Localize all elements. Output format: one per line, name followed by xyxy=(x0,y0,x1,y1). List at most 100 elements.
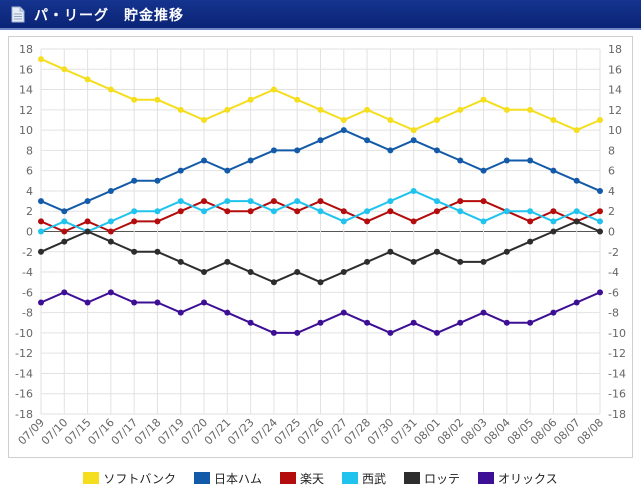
y-tick-label-right: 4 xyxy=(608,185,615,198)
y-tick-label-left: 6 xyxy=(26,165,33,178)
data-point xyxy=(247,198,254,205)
data-point xyxy=(270,86,277,93)
y-tick-label-right: 16 xyxy=(608,63,622,76)
data-point xyxy=(550,309,557,316)
data-point xyxy=(597,187,603,194)
data-point xyxy=(247,157,254,164)
data-point xyxy=(270,198,277,205)
legend-label: 西武 xyxy=(361,472,386,486)
data-point xyxy=(527,319,534,326)
data-point xyxy=(480,258,487,265)
y-tick-label-left: 14 xyxy=(19,84,33,97)
legend-item[interactable]: オリックス xyxy=(478,470,558,487)
data-point xyxy=(107,218,114,225)
legend-item[interactable]: ロッテ xyxy=(404,470,460,487)
x-tick-label: 08/08 xyxy=(575,416,607,448)
data-point xyxy=(387,198,394,205)
data-point xyxy=(177,106,184,113)
data-point xyxy=(270,147,277,154)
legend-label: オリックス xyxy=(498,472,558,486)
data-point xyxy=(224,198,231,205)
data-point xyxy=(84,218,91,225)
y-tick-label-right: -14 xyxy=(608,367,626,380)
data-point xyxy=(364,258,371,265)
data-point xyxy=(270,208,277,215)
data-point xyxy=(364,319,371,326)
data-point xyxy=(410,187,417,194)
legend-item[interactable]: 楽天 xyxy=(279,470,324,487)
data-point xyxy=(364,137,371,144)
data-point xyxy=(107,228,114,235)
legend-swatch xyxy=(478,472,495,484)
data-point xyxy=(597,116,603,123)
data-point xyxy=(550,116,557,123)
y-tick-label-right: 10 xyxy=(608,124,622,137)
legend-item[interactable]: 西武 xyxy=(341,470,386,487)
data-point xyxy=(154,218,161,225)
data-point xyxy=(573,127,580,134)
data-point xyxy=(573,299,580,306)
data-point xyxy=(457,208,464,215)
data-point xyxy=(573,177,580,184)
data-point xyxy=(597,208,603,215)
y-tick-label-left: -8 xyxy=(22,307,33,320)
data-point xyxy=(247,208,254,215)
data-point xyxy=(154,177,161,184)
data-point xyxy=(294,198,301,205)
data-point xyxy=(503,248,510,255)
data-point xyxy=(480,198,487,205)
data-point xyxy=(387,116,394,123)
data-point xyxy=(154,208,161,215)
data-point xyxy=(201,157,208,164)
data-point xyxy=(387,147,394,154)
legend-swatch xyxy=(83,472,100,484)
data-point xyxy=(550,218,557,225)
data-point xyxy=(177,208,184,215)
y-tick-label-left: 18 xyxy=(19,43,33,56)
data-point xyxy=(480,218,487,225)
y-tick-label-right: 0 xyxy=(608,226,615,239)
data-point xyxy=(457,198,464,205)
data-point xyxy=(480,309,487,316)
y-tick-label-left: -6 xyxy=(22,286,33,299)
data-point xyxy=(387,329,394,336)
data-point xyxy=(177,309,184,316)
data-point xyxy=(61,228,68,235)
y-tick-label-left: -18 xyxy=(15,408,33,421)
data-point xyxy=(597,228,603,235)
data-point xyxy=(410,258,417,265)
data-point xyxy=(61,289,68,296)
data-point xyxy=(527,106,534,113)
data-point xyxy=(38,56,44,63)
line-chart: 18 18 16 16 14 14 12 12 10 10 8 8 6 6 4 4 2 2 0 0 -2 -2 -4 -4 -6… xyxy=(15,43,626,448)
data-point xyxy=(433,198,440,205)
data-point xyxy=(61,66,68,73)
data-point xyxy=(503,208,510,215)
data-point xyxy=(177,167,184,174)
data-point xyxy=(201,198,208,205)
y-tick-label-right: -4 xyxy=(608,266,619,279)
chart-legend: ソフトバンク 日本ハム 楽天 西武 ロッテ オリックス xyxy=(0,470,641,490)
legend-item[interactable]: ソフトバンク xyxy=(83,470,176,487)
data-point xyxy=(177,258,184,265)
legend-item[interactable]: 日本ハム xyxy=(193,470,262,487)
data-point xyxy=(201,269,208,276)
y-tick-label-right: 8 xyxy=(608,144,615,157)
data-point xyxy=(131,248,138,255)
legend-swatch xyxy=(279,472,296,484)
data-point xyxy=(154,299,161,306)
data-point xyxy=(550,208,557,215)
data-point xyxy=(317,198,324,205)
data-point xyxy=(410,319,417,326)
legend-swatch xyxy=(404,472,420,484)
y-tick-label-left: -14 xyxy=(15,367,33,380)
data-point xyxy=(61,208,68,215)
data-point xyxy=(154,248,161,255)
y-tick-label-right: -6 xyxy=(608,286,619,299)
data-point xyxy=(177,198,184,205)
data-point xyxy=(597,289,603,296)
data-point xyxy=(61,218,68,225)
data-point xyxy=(527,218,534,225)
data-point xyxy=(457,106,464,113)
data-point xyxy=(433,116,440,123)
